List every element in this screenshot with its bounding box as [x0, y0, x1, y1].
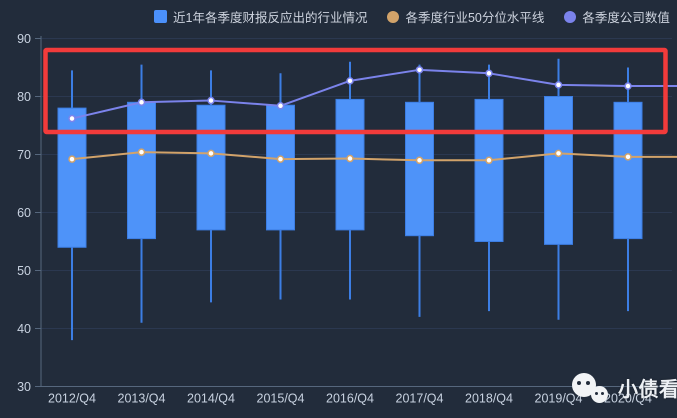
candle-2013/Q4[interactable]: [127, 64, 156, 323]
point-各季度行业50分位水平线-2013/Q4[interactable]: [137, 148, 146, 156]
point-各季度行业50分位水平线-2020/Q4[interactable]: [624, 153, 632, 161]
candle-2018/Q4[interactable]: [474, 64, 504, 312]
box: [544, 96, 573, 245]
candle-2015/Q4[interactable]: [266, 73, 295, 300]
candle-2017/Q4[interactable]: [405, 64, 434, 317]
point-各季度公司数值-2020/Q4[interactable]: [624, 82, 632, 90]
point-各季度行业50分位水平线-2016/Q4[interactable]: [346, 154, 354, 163]
x-axis-label-2019/Q4: 2019/Q4: [535, 392, 583, 406]
point-各季度公司数值-2014/Q4[interactable]: [207, 96, 215, 105]
box: [335, 98, 365, 231]
box: [196, 104, 226, 231]
point-各季度行业50分位水平线-2014/Q4[interactable]: [207, 149, 215, 158]
point-各季度公司数值-2016/Q4[interactable]: [346, 77, 354, 85]
point-各季度公司数值-2015/Q4[interactable]: [276, 102, 285, 110]
x-axis-label-2015/Q4: 2015/Q4: [257, 392, 305, 406]
y-axis-label-70: 70: [17, 148, 31, 162]
legend-label-company-value: 各季度公司数值: [582, 11, 670, 25]
point-各季度公司数值-2019/Q4[interactable]: [554, 81, 563, 89]
chart-legend: 近1年各季度财报反应出的行业情况 各季度行业50分位水平线 各季度公司数值: [154, 7, 670, 26]
y-axis-label-80: 80: [17, 90, 31, 104]
box: [405, 101, 434, 237]
candle-2014/Q4[interactable]: [196, 70, 226, 303]
purple-circle-legend-icon: [564, 10, 577, 23]
legend-label-median-line: 各季度行业50分位水平线: [405, 11, 545, 25]
line-各季度行业50分位水平线: [71, 151, 677, 162]
legend-label-industry-range: 近1年各季度财报反应出的行业情况: [173, 11, 368, 25]
point-各季度公司数值-2012/Q4[interactable]: [68, 114, 76, 123]
y-axis-label-40: 40: [17, 322, 31, 336]
x-axis-label-2014/Q4: 2014/Q4: [187, 392, 235, 406]
x-axis-label-2018/Q4: 2018/Q4: [465, 392, 513, 406]
point-各季度行业50分位水平线-2017/Q4[interactable]: [415, 156, 424, 165]
y-axis-label-90: 90: [17, 32, 31, 46]
y-axis-label-30: 30: [17, 380, 31, 394]
point-各季度行业50分位水平线-2019/Q4[interactable]: [554, 149, 563, 158]
x-axis-label-2020/Q4: 2020/Q4: [604, 392, 652, 406]
box: [474, 98, 504, 243]
x-axis-label-2013/Q4: 2013/Q4: [118, 392, 166, 406]
orange-circle-legend-icon: [387, 10, 400, 23]
blue-square-legend-icon: [154, 10, 167, 23]
line-各季度公司数值: [71, 68, 677, 120]
point-各季度公司数值-2013/Q4[interactable]: [137, 98, 146, 107]
red-highlight-rectangle: [43, 47, 668, 135]
box: [57, 107, 87, 248]
point-各季度公司数值-2018/Q4[interactable]: [485, 69, 493, 78]
legend-item-industry-range[interactable]: 近1年各季度财报反应出的行业情况: [154, 7, 367, 26]
legend-item-median-line[interactable]: 各季度行业50分位水平线: [387, 7, 544, 26]
candle-2012/Q4[interactable]: [57, 70, 87, 341]
box: [613, 101, 643, 240]
legend-item-company-value[interactable]: 各季度公司数值: [564, 7, 670, 26]
point-各季度公司数值-2017/Q4[interactable]: [415, 66, 424, 74]
y-axis-label-50: 50: [17, 264, 31, 278]
candle-2019/Q4[interactable]: [544, 58, 573, 320]
box: [266, 104, 295, 231]
point-各季度行业50分位水平线-2012/Q4[interactable]: [68, 155, 76, 163]
x-axis-label-2017/Q4: 2017/Q4: [396, 392, 444, 406]
candle-2020/Q4[interactable]: [613, 67, 643, 312]
point-各季度行业50分位水平线-2018/Q4[interactable]: [485, 156, 493, 165]
x-axis-label-2016/Q4: 2016/Q4: [326, 392, 374, 406]
box: [127, 101, 156, 240]
x-axis-label-2012/Q4: 2012/Q4: [48, 392, 96, 406]
candle-2016/Q4[interactable]: [335, 61, 365, 300]
y-axis-label-60: 60: [17, 206, 31, 220]
point-各季度行业50分位水平线-2015/Q4[interactable]: [276, 155, 285, 163]
